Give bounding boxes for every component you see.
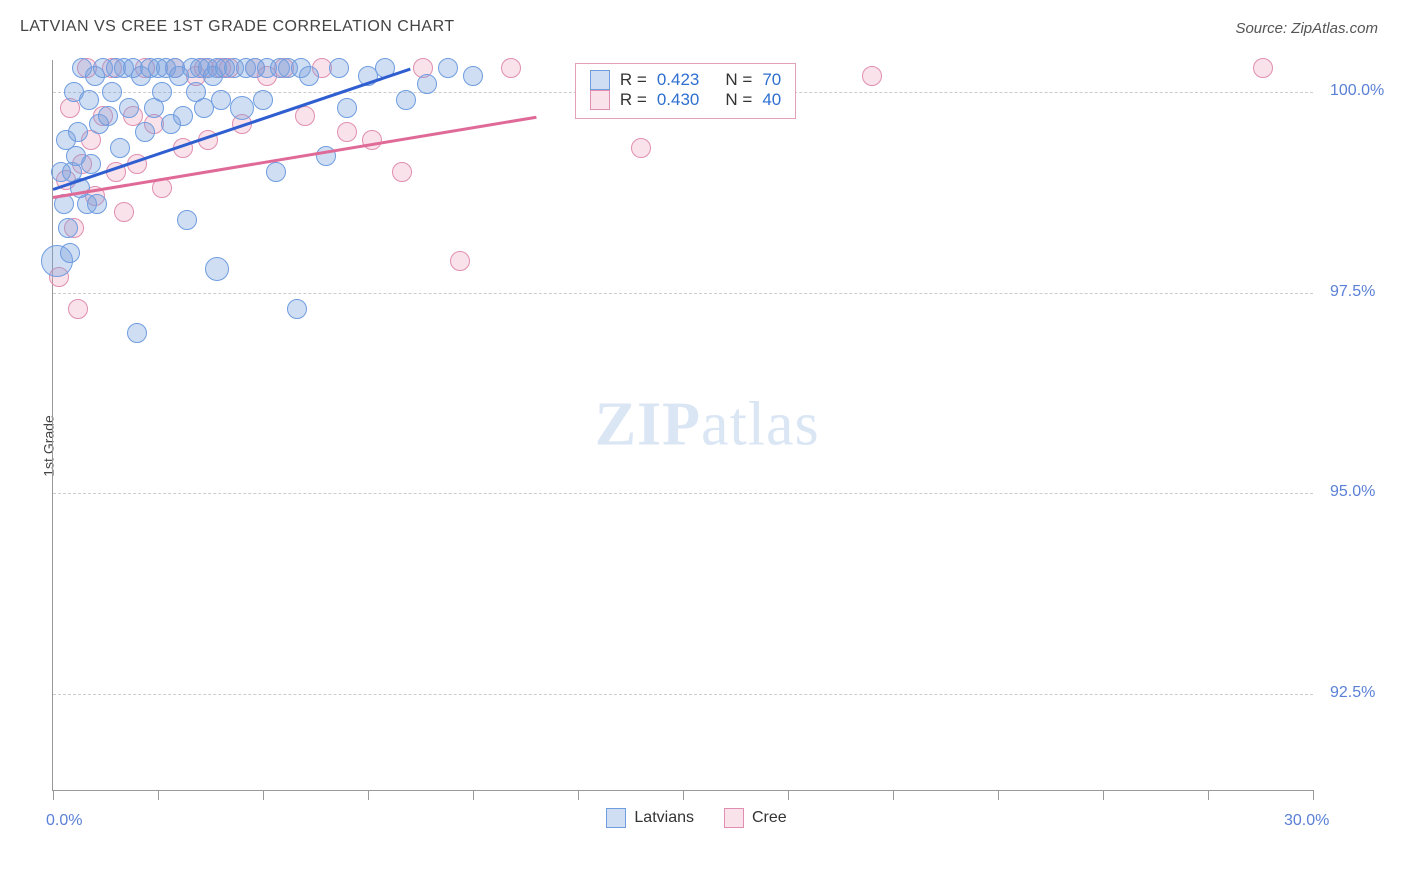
x-tick bbox=[998, 790, 999, 800]
y-tick-label: 100.0% bbox=[1330, 82, 1384, 100]
cree-point bbox=[1253, 58, 1273, 78]
x-min-label: 0.0% bbox=[46, 812, 82, 830]
latvians-point bbox=[329, 58, 349, 78]
chart-title: LATVIAN VS CREE 1ST GRADE CORRELATION CH… bbox=[20, 18, 455, 36]
legend-swatch-icon bbox=[724, 808, 744, 828]
latvians-point bbox=[177, 210, 197, 230]
chart-plot-area bbox=[52, 60, 1313, 791]
cree-point bbox=[862, 66, 882, 86]
x-tick bbox=[683, 790, 684, 800]
gridline bbox=[53, 694, 1313, 695]
gridline bbox=[53, 493, 1313, 494]
latvians-point bbox=[152, 82, 172, 102]
latvians-point bbox=[58, 218, 78, 238]
cree-point bbox=[450, 251, 470, 271]
latvians-point bbox=[102, 82, 122, 102]
latvians-point bbox=[205, 257, 229, 281]
correlation-legend-row: R = 0.430 N = 40 bbox=[590, 90, 781, 110]
latvians-point bbox=[173, 106, 193, 126]
latvians-point bbox=[127, 323, 147, 343]
correlation-legend: R = 0.423 N = 70 R = 0.430 N = 40 bbox=[575, 63, 796, 119]
cree-point bbox=[501, 58, 521, 78]
cree-point bbox=[362, 130, 382, 150]
x-tick bbox=[578, 790, 579, 800]
x-tick bbox=[1208, 790, 1209, 800]
legend-label: Latvians bbox=[634, 809, 694, 826]
latvians-point bbox=[230, 96, 254, 120]
latvians-point bbox=[337, 98, 357, 118]
legend-swatch-icon bbox=[590, 90, 610, 110]
r-value: 0.430 bbox=[657, 90, 700, 110]
x-tick bbox=[263, 790, 264, 800]
cree-trendline bbox=[53, 116, 536, 199]
correlation-legend-row: R = 0.423 N = 70 bbox=[590, 70, 781, 90]
latvians-point bbox=[110, 138, 130, 158]
r-value: 0.423 bbox=[657, 70, 700, 90]
cree-point bbox=[68, 299, 88, 319]
latvians-point bbox=[60, 243, 80, 263]
y-tick-label: 95.0% bbox=[1330, 483, 1375, 501]
latvians-point bbox=[135, 122, 155, 142]
latvians-point bbox=[68, 122, 88, 142]
legend-swatch-icon bbox=[590, 70, 610, 90]
n-label: N = bbox=[725, 70, 752, 90]
latvians-point bbox=[266, 162, 286, 182]
latvians-point bbox=[211, 90, 231, 110]
cree-point bbox=[114, 202, 134, 222]
latvians-point bbox=[299, 66, 319, 86]
y-tick-label: 92.5% bbox=[1330, 684, 1375, 702]
x-tick bbox=[893, 790, 894, 800]
latvians-point bbox=[79, 90, 99, 110]
latvians-point bbox=[438, 58, 458, 78]
cree-point bbox=[337, 122, 357, 142]
source-attribution: Source: ZipAtlas.com bbox=[1235, 20, 1378, 37]
x-tick bbox=[473, 790, 474, 800]
x-tick bbox=[368, 790, 369, 800]
legend-label: Cree bbox=[752, 809, 787, 826]
series-legend: Latvians Cree bbox=[606, 808, 786, 828]
n-label: N = bbox=[725, 90, 752, 110]
n-value: 40 bbox=[762, 90, 781, 110]
legend-swatch-icon bbox=[606, 808, 626, 828]
x-tick bbox=[1313, 790, 1314, 800]
legend-item: Latvians bbox=[606, 808, 694, 828]
y-tick-label: 97.5% bbox=[1330, 283, 1375, 301]
cree-point bbox=[295, 106, 315, 126]
n-value: 70 bbox=[762, 70, 781, 90]
latvians-point bbox=[287, 299, 307, 319]
x-tick bbox=[158, 790, 159, 800]
latvians-point bbox=[463, 66, 483, 86]
latvians-point bbox=[98, 106, 118, 126]
r-label: R = bbox=[620, 70, 647, 90]
x-tick bbox=[788, 790, 789, 800]
legend-item: Cree bbox=[724, 808, 787, 828]
latvians-point bbox=[253, 90, 273, 110]
x-max-label: 30.0% bbox=[1284, 812, 1329, 830]
x-tick bbox=[53, 790, 54, 800]
x-tick bbox=[1103, 790, 1104, 800]
cree-point bbox=[631, 138, 651, 158]
r-label: R = bbox=[620, 90, 647, 110]
cree-point bbox=[392, 162, 412, 182]
latvians-point bbox=[119, 98, 139, 118]
latvians-point bbox=[417, 74, 437, 94]
latvians-point bbox=[87, 194, 107, 214]
gridline bbox=[53, 293, 1313, 294]
latvians-point bbox=[81, 154, 101, 174]
latvians-point bbox=[396, 90, 416, 110]
